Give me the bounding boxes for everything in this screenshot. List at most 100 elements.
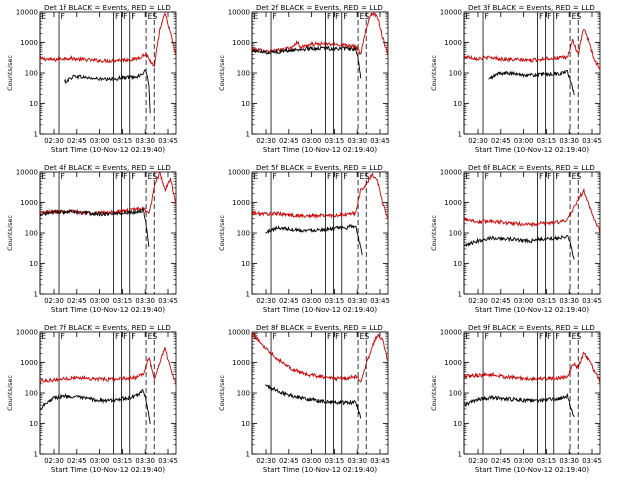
event-marker-label: F [335, 172, 339, 181]
event-marker-label: ES [148, 332, 158, 341]
plot-frame [251, 331, 389, 455]
event-marker-label: F [61, 332, 65, 341]
y-axis-label: Counts/sec [430, 375, 438, 411]
x-axis-label: Start Time (10-Nov-12 02:19:40) [263, 466, 377, 474]
events-series-line [39, 388, 151, 425]
chart-title: Det 7f BLACK = Events, RED = LLD [44, 323, 171, 332]
x-axis-label: Start Time (10-Nov-12 02:19:40) [263, 146, 377, 154]
y-tick-label: 1000 [232, 359, 250, 367]
x-tick-label: 03:00 [514, 457, 534, 465]
plot-frame [463, 171, 601, 295]
chart-panel-2: Det 2f BLACK = Events, RED = LLD 1 10 100 10… [218, 3, 390, 154]
y-tick-label: 1000 [20, 199, 38, 207]
y-tick-label: 10 [29, 420, 38, 428]
y-tick-label: 1 [34, 131, 38, 139]
x-tick-label: 03:00 [514, 137, 534, 145]
event-marker-label: E [254, 332, 259, 341]
y-tick-label: 10 [29, 100, 38, 108]
x-tick-label: 03:30 [347, 297, 367, 305]
y-axis-label: Counts/sec [218, 375, 226, 411]
y-tick-label: 1 [246, 291, 250, 299]
x-tick-label: 02:45 [491, 297, 511, 305]
event-marker-label: F [115, 332, 119, 341]
y-tick-label: 1 [246, 451, 250, 459]
x-tick-label: 03:45 [370, 137, 390, 145]
chart-title: Det 3f BLACK = Events, RED = LLD [468, 3, 595, 12]
event-marker-label: E [466, 172, 471, 181]
chart-title: Det 6f BLACK = Events, RED = LLD [468, 163, 595, 172]
x-tick-label: 03:45 [158, 297, 178, 305]
x-tick-label: 03:45 [582, 137, 602, 145]
event-marker-label: F [343, 12, 347, 21]
x-tick-label: 03:30 [135, 297, 155, 305]
x-tick-label: 03:00 [302, 297, 322, 305]
x-tick-label: 03:15 [325, 137, 345, 145]
event-marker-label: E [466, 12, 471, 21]
chart-title: Det 1f BLACK = Events, RED = LLD [44, 3, 171, 12]
event-marker-label: F [539, 172, 543, 181]
y-tick-label: 10000 [16, 329, 38, 337]
event-marker-label: F [547, 332, 551, 341]
lld-series-line [463, 351, 601, 383]
x-tick-label: 03:00 [90, 297, 110, 305]
chart-panel-4: Det 4f BLACK = Events, RED = LLD 1 10 100 10… [6, 163, 178, 314]
y-tick-label: 1000 [444, 199, 462, 207]
x-tick-label: 03:00 [514, 297, 534, 305]
event-marker-label: F [123, 332, 127, 341]
event-marker-label: ES [572, 172, 582, 181]
x-tick-label: 02:30 [468, 137, 488, 145]
y-tick-label: 100 [25, 390, 38, 398]
x-tick-label: 03:30 [559, 137, 579, 145]
y-axis-label: Counts/sec [430, 55, 438, 91]
lld-series-line [251, 332, 389, 383]
chart-panel-3: Det 3f BLACK = Events, RED = LLD 1 10 100 10… [430, 3, 602, 154]
events-series-line [64, 69, 151, 114]
event-marker-label: E [466, 332, 471, 341]
event-marker-label: F [555, 172, 559, 181]
y-tick-label: 1000 [20, 359, 38, 367]
x-tick-label: 03:00 [302, 457, 322, 465]
x-tick-label: 03:30 [135, 457, 155, 465]
x-tick-label: 03:45 [158, 457, 178, 465]
y-tick-label: 1000 [444, 359, 462, 367]
x-tick-label: 02:45 [67, 297, 87, 305]
y-tick-label: 10000 [16, 169, 38, 177]
x-axis-label: Start Time (10-Nov-12 02:19:40) [475, 146, 589, 154]
x-tick-label: 03:45 [582, 457, 602, 465]
events-series-line [39, 207, 150, 247]
x-tick-label: 02:45 [67, 457, 87, 465]
y-tick-label: 1 [458, 131, 462, 139]
event-marker-label: F [485, 12, 489, 21]
event-marker-label: F [547, 12, 551, 21]
event-marker-label: F [343, 172, 347, 181]
x-tick-label: 02:30 [468, 297, 488, 305]
event-marker-label: E [42, 12, 47, 21]
lld-series-line [464, 28, 601, 70]
chart-title: Det 8f BLACK = Events, RED = LLD [256, 323, 383, 332]
y-tick-label: 1 [34, 291, 38, 299]
y-tick-label: 10000 [16, 9, 38, 17]
event-marker-label: F [547, 172, 551, 181]
event-marker-label: ES [572, 332, 582, 341]
lld-series-line [463, 187, 601, 234]
event-marker-label: F [555, 332, 559, 341]
event-marker-label: F [131, 332, 135, 341]
x-tick-label: 03:15 [113, 457, 133, 465]
y-tick-label: 1000 [232, 199, 250, 207]
lld-series-line [39, 347, 177, 385]
x-axis-label: Start Time (10-Nov-12 02:19:40) [263, 306, 377, 314]
event-marker-label: ES [360, 332, 370, 341]
x-tick-label: 03:15 [537, 457, 557, 465]
y-axis-label: Counts/sec [6, 215, 14, 251]
y-tick-label: 10 [241, 100, 250, 108]
x-tick-label: 03:15 [113, 137, 133, 145]
y-tick-label: 10000 [440, 169, 462, 177]
y-tick-label: 100 [237, 390, 250, 398]
x-tick-label: 03:45 [158, 137, 178, 145]
y-tick-label: 1000 [444, 39, 462, 47]
lld-series-line [251, 172, 389, 220]
y-tick-label: 10000 [228, 9, 250, 17]
x-tick-label: 03:30 [135, 137, 155, 145]
x-tick-label: 02:30 [44, 297, 64, 305]
